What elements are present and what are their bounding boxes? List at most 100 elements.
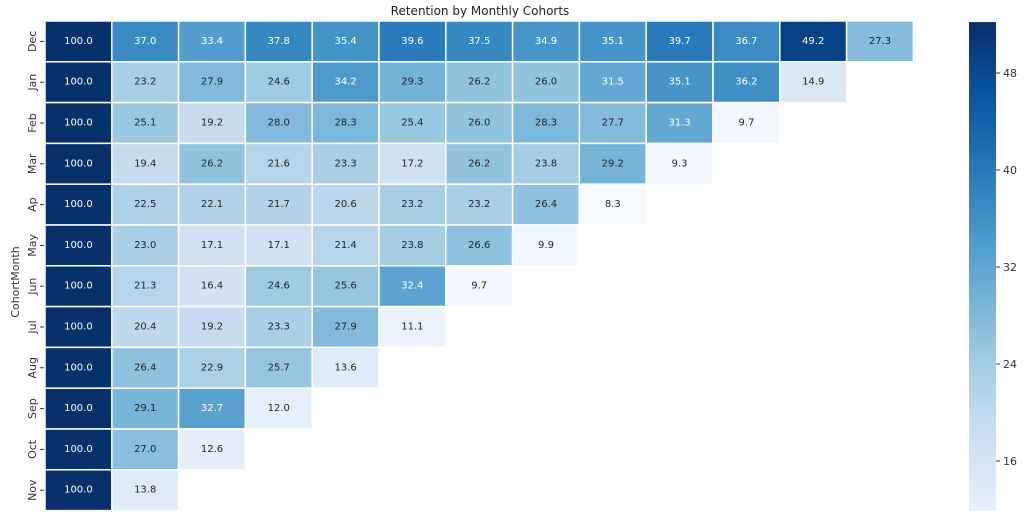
cell-value-label: 26.0 bbox=[535, 77, 557, 88]
cell-value-label: 100.0 bbox=[64, 444, 93, 455]
cell-value-label: 29.1 bbox=[134, 403, 156, 414]
heatmap-cell bbox=[311, 265, 380, 308]
y-axis-label: CohortMonth bbox=[9, 246, 22, 317]
heatmap-cell bbox=[244, 387, 313, 430]
cell-value-label: 9.3 bbox=[672, 158, 688, 169]
cell-value-label: 16.4 bbox=[201, 281, 223, 292]
heatmap-cell bbox=[511, 224, 581, 267]
heatmap-cell bbox=[177, 183, 247, 226]
heatmap-cell bbox=[177, 428, 247, 471]
cell-value-label: 8.3 bbox=[605, 199, 621, 210]
chart-title: Retention by Monthly Cohorts bbox=[391, 4, 570, 18]
cell-value-label: 100.0 bbox=[64, 199, 93, 210]
heatmap-cell bbox=[578, 61, 647, 104]
heatmap-cell bbox=[311, 183, 380, 226]
row-label: Jun bbox=[26, 278, 39, 296]
cell-value-label: 27.0 bbox=[134, 444, 156, 455]
heatmap-cell bbox=[44, 183, 113, 226]
cell-value-label: 26.2 bbox=[468, 158, 490, 169]
heatmap-cell bbox=[177, 346, 247, 389]
heatmap-cell bbox=[845, 20, 915, 63]
cell-value-label: 21.6 bbox=[268, 158, 290, 169]
cell-value-label: 26.0 bbox=[468, 118, 490, 129]
heatmap-cell bbox=[712, 101, 781, 145]
heatmap-cell bbox=[111, 305, 180, 349]
row-label: Nov bbox=[26, 479, 39, 501]
cell-value-label: 21.3 bbox=[134, 281, 156, 292]
heatmap-cell bbox=[378, 61, 447, 104]
heatmap-cell bbox=[44, 224, 113, 267]
cell-value-label: 100.0 bbox=[64, 158, 93, 169]
heatmap-cell bbox=[378, 142, 447, 185]
cell-value-label: 100.0 bbox=[64, 403, 93, 414]
heatmap-cell bbox=[44, 387, 113, 430]
cell-value-label: 29.2 bbox=[602, 158, 624, 169]
cell-value-label: 9.7 bbox=[471, 281, 487, 292]
heatmap-cell bbox=[111, 469, 180, 512]
cell-value-label: 9.9 bbox=[538, 240, 554, 251]
colorbar-tick-label: 16 bbox=[1003, 455, 1017, 468]
cell-value-label: 39.6 bbox=[401, 36, 423, 47]
heatmap-cell bbox=[511, 183, 581, 226]
cell-value-label: 100.0 bbox=[64, 36, 93, 47]
heatmap-cell bbox=[645, 61, 714, 104]
cell-value-label: 27.9 bbox=[201, 77, 223, 88]
cell-value-label: 37.0 bbox=[134, 36, 156, 47]
cell-value-label: 36.7 bbox=[735, 36, 757, 47]
row-label: Jan bbox=[26, 74, 39, 92]
row-label: Feb bbox=[26, 113, 39, 132]
cell-value-label: 23.3 bbox=[334, 158, 356, 169]
colorbar-tick-label: 40 bbox=[1003, 164, 1017, 177]
cell-value-label: 37.5 bbox=[468, 36, 490, 47]
cell-value-label: 35.4 bbox=[334, 36, 356, 47]
cell-value-label: 34.9 bbox=[535, 36, 557, 47]
heatmap-cell bbox=[779, 20, 848, 63]
colorbar-tick-label: 48 bbox=[1003, 67, 1017, 80]
heatmap-cell bbox=[378, 224, 447, 267]
cell-value-label: 23.2 bbox=[468, 199, 490, 210]
heatmap-cell bbox=[311, 346, 380, 389]
row-label: Aug bbox=[26, 357, 39, 378]
cell-value-label: 35.1 bbox=[602, 36, 624, 47]
row-label: Jul bbox=[26, 320, 39, 334]
cell-value-label: 28.3 bbox=[535, 118, 557, 129]
cell-value-label: 11.1 bbox=[401, 322, 423, 333]
heatmap-cell bbox=[378, 20, 447, 63]
colorbar bbox=[969, 22, 996, 511]
cell-value-label: 21.7 bbox=[268, 199, 290, 210]
cell-value-label: 23.2 bbox=[401, 199, 423, 210]
cell-value-label: 36.2 bbox=[735, 77, 757, 88]
heatmap-cell bbox=[111, 20, 180, 63]
heatmap-cell bbox=[177, 305, 247, 349]
heatmap-cell bbox=[44, 142, 113, 185]
cell-value-label: 26.2 bbox=[468, 77, 490, 88]
cell-value-label: 23.8 bbox=[401, 240, 423, 251]
heatmap-cell bbox=[111, 346, 180, 389]
heatmap-cell bbox=[445, 61, 514, 104]
cell-value-label: 26.4 bbox=[134, 362, 156, 373]
cell-value-label: 26.4 bbox=[535, 199, 557, 210]
cell-value-label: 31.5 bbox=[602, 77, 624, 88]
heatmap-cell bbox=[44, 265, 113, 308]
heatmap-cell bbox=[111, 428, 180, 471]
cell-value-label: 20.6 bbox=[334, 199, 356, 210]
cell-value-label: 49.2 bbox=[802, 36, 824, 47]
heatmap-cell bbox=[177, 61, 247, 104]
cell-value-label: 19.2 bbox=[201, 322, 223, 333]
cell-value-label: 22.1 bbox=[201, 199, 223, 210]
cell-value-label: 31.3 bbox=[668, 118, 690, 129]
heatmap-cells: 100.0 37.0 33.4 37.8 35.4 39.6 37.5 34.9 35.1 39.… bbox=[44, 20, 915, 512]
cell-value-label: 25.6 bbox=[334, 281, 356, 292]
heatmap-cell bbox=[511, 61, 581, 104]
cell-value-label: 23.8 bbox=[535, 158, 557, 169]
cell-value-label: 29.3 bbox=[401, 77, 423, 88]
colorbar-tick-label: 24 bbox=[1003, 358, 1017, 371]
heatmap-cell bbox=[645, 20, 714, 63]
cell-value-label: 13.6 bbox=[334, 362, 356, 373]
heatmap-cell bbox=[511, 20, 581, 63]
heatmap-cell bbox=[378, 305, 447, 349]
row-label: Ap bbox=[26, 197, 39, 212]
cell-value-label: 26.2 bbox=[201, 158, 223, 169]
cell-value-label: 32.4 bbox=[401, 281, 423, 292]
heatmap-cell bbox=[445, 183, 514, 226]
